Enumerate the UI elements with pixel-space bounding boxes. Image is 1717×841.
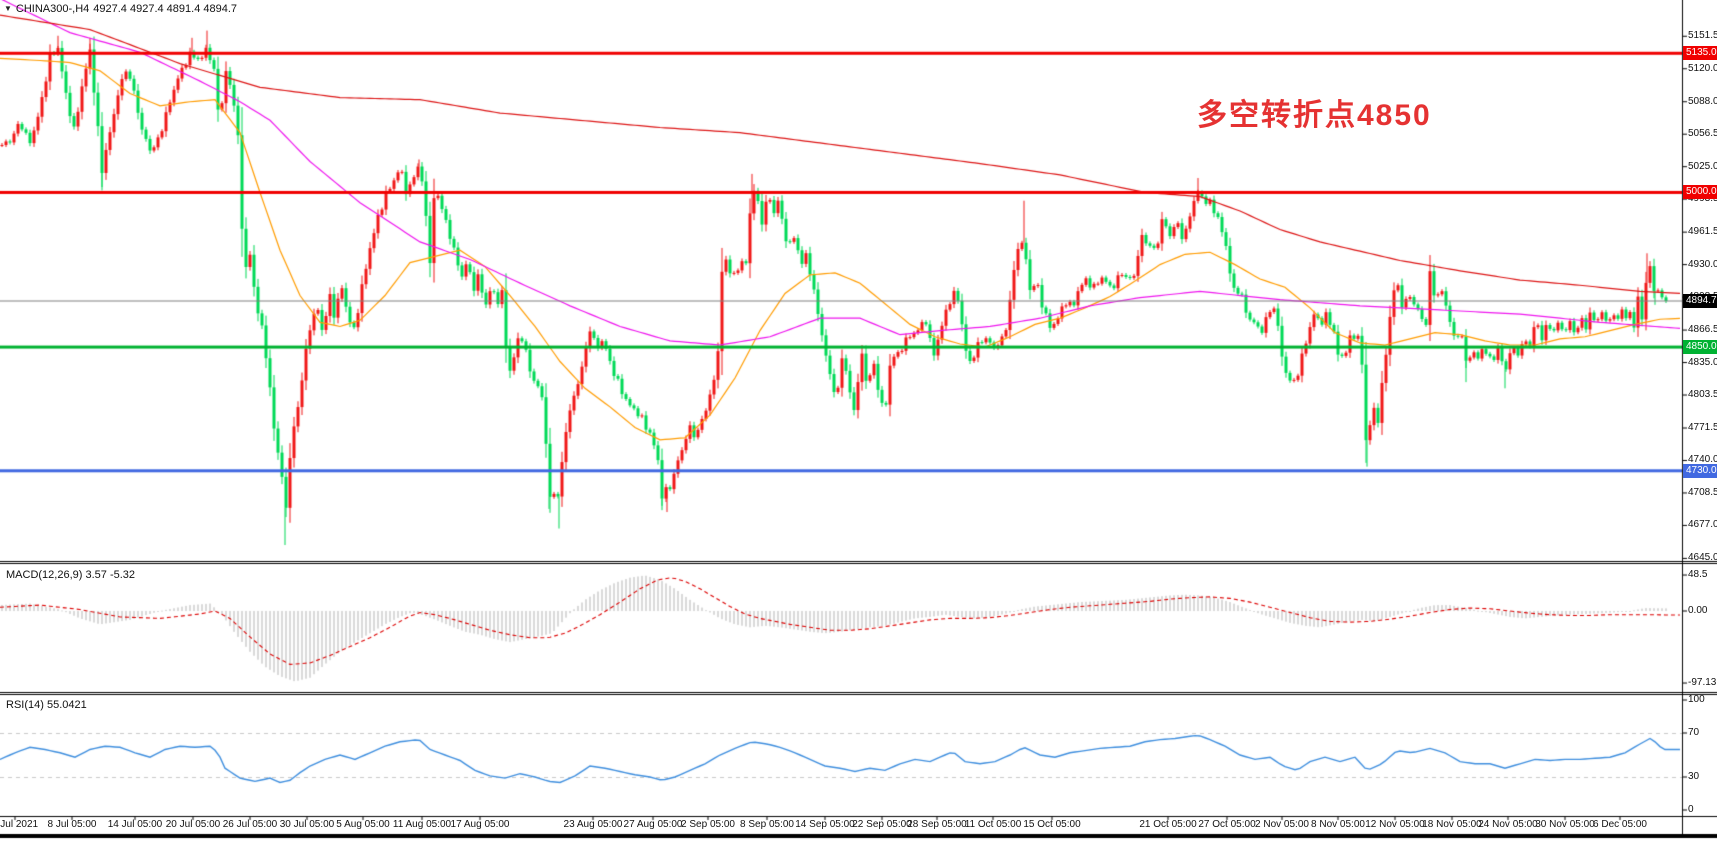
date-tick-label: 24 Nov 05:00 [1478,819,1538,830]
date-tick-label: 30 Jul 05:00 [279,819,335,830]
macd-tick-label: 48.5 [1688,569,1708,581]
price-tick-label: 4740.0 [1688,454,1717,466]
macd-panel[interactable] [0,566,1682,691]
current-price-badge: 4894.7 [1683,294,1717,308]
date-tick-label: 11 Oct 05:00 [964,819,1022,830]
rsi-tick-label: 100 [1688,694,1705,705]
date-tick-label: 27 Oct 05:00 [1198,819,1256,830]
date-tick-label: 20 Jul 05:00 [165,819,221,830]
rsi-tick-label: 0 [1688,804,1694,815]
price-line-badge: 5000.0 [1683,185,1717,200]
date-tick-label: 27 Aug 05:00 [623,819,683,830]
macd-indicator-label: MACD(12,26,9) 3.57 -5.32 [6,569,135,581]
price-tick-label: 5088.0 [1688,95,1717,107]
date-tick-label: 15 Oct 05:00 [1023,819,1081,830]
price-line-badge: 4730.0 [1683,463,1717,478]
price-line-badge: 4850.0 [1683,340,1717,355]
price-tick-label: 4803.5 [1688,389,1717,401]
date-tick-label: 6 Dec 05:00 [1593,819,1647,830]
date-tick-label: 2 Nov 05:00 [1255,819,1309,830]
rsi-indicator-label: RSI(14) 55.0421 [6,699,87,711]
macd-tick-label: -97.13 [1688,677,1717,689]
price-tick-label: 5025.0 [1688,160,1717,172]
date-tick-label: 21 Oct 05:00 [1139,819,1197,830]
price-tick-label: 4866.5 [1688,324,1717,336]
date-tick-label: 30 Nov 05:00 [1535,819,1595,830]
date-tick-label: 22 Sep 05:00 [852,819,912,830]
symbol-marker-icon: ▼ [4,4,12,13]
price-tick-label: 4930.0 [1688,258,1717,270]
rsi-panel[interactable] [0,696,1682,816]
date-tick-label: 11 Aug 05:00 [392,819,452,830]
price-tick-label: 4961.5 [1688,226,1717,238]
date-tick-label: 8 Nov 05:00 [1311,819,1365,830]
price-tick-label: 5120.0 [1688,62,1717,74]
date-tick-label: 2 Sep 05:00 [681,819,735,830]
date-tick-label: 14 Jul 05:00 [107,819,163,830]
macd-values: 3.57 -5.32 [85,569,136,581]
price-tick-label: 4677.0 [1688,519,1717,531]
date-tick-label: 17 Aug 05:00 [450,819,510,830]
chart-title: ▼ CHINA300-,H4 4927.4 4927.4 4891.4 4894… [4,3,237,15]
price-tick-label: 4708.5 [1688,486,1717,498]
price-tick-label: 4645.0 [1688,552,1717,564]
rsi-tick-label: 70 [1688,727,1700,738]
date-tick-label: 28 Sep 05:00 [907,819,967,830]
rsi-tick-label: 30 [1688,771,1700,782]
price-tick-label: 4771.5 [1688,422,1717,433]
price-tick-label: 5056.5 [1688,128,1717,140]
ohlc-values: 4927.4 4927.4 4891.4 4894.7 [93,3,238,15]
main-chart-panel[interactable] [0,0,1682,560]
rsi-name: RSI(14) [6,699,44,711]
date-tick-label: 8 Jul 05:00 [47,819,97,830]
date-tick-label: 2 Jul 2021 [0,819,39,830]
date-tick-label: 12 Nov 05:00 [1365,819,1425,830]
macd-tick-label: 0.00 [1688,605,1708,616]
date-tick-label: 18 Nov 05:00 [1422,819,1482,830]
price-tick-label: 4835.0 [1688,356,1717,368]
rsi-value: 55.0421 [46,699,87,711]
symbol-period-label: CHINA300-,H4 [15,3,90,15]
date-tick-label: 8 Sep 05:00 [740,819,794,830]
date-tick-label: 23 Aug 05:00 [563,819,623,830]
date-tick-label: 14 Sep 05:00 [795,819,855,830]
macd-name: MACD(12,26,9) [6,569,83,581]
annotation-text: 多空转折点4850 [1197,99,1432,132]
date-tick-label: 26 Jul 05:00 [222,819,278,830]
price-tick-label: 5151.5 [1688,30,1717,42]
date-tick-label: 5 Aug 05:00 [336,819,390,830]
price-line-badge: 5135.0 [1683,46,1717,61]
